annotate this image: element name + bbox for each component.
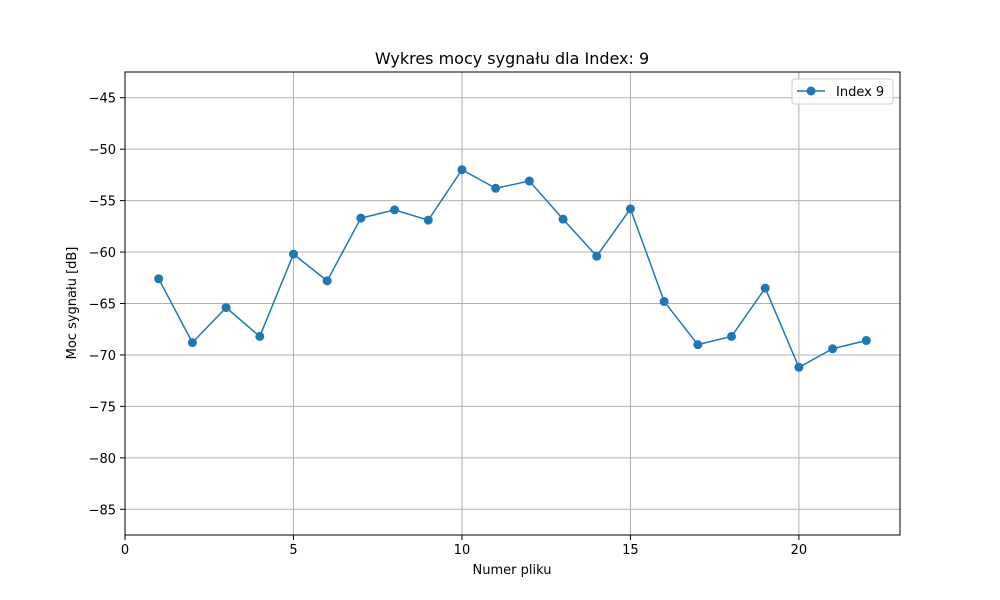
legend: Index 9 bbox=[791, 78, 894, 105]
x-tick-label: 15 bbox=[622, 543, 639, 558]
y-tick-label: −60 bbox=[89, 246, 116, 261]
y-tick-label: −70 bbox=[89, 349, 116, 364]
data-point bbox=[592, 251, 602, 261]
data-point bbox=[457, 165, 467, 175]
data-point bbox=[861, 336, 871, 346]
data-point bbox=[828, 344, 838, 354]
data-point bbox=[356, 213, 366, 223]
grid bbox=[124, 72, 900, 535]
y-tick-label: −80 bbox=[89, 452, 116, 467]
y-tick-label: −50 bbox=[89, 143, 116, 158]
x-tick-label: 0 bbox=[121, 543, 129, 558]
data-point bbox=[255, 331, 265, 341]
x-tick-label: 10 bbox=[454, 543, 471, 558]
data-point bbox=[760, 283, 770, 293]
data-point bbox=[322, 276, 332, 286]
x-axis-label: Numer pliku bbox=[473, 563, 552, 578]
data-point bbox=[221, 303, 231, 313]
data-point bbox=[558, 214, 568, 224]
y-tick-label: −75 bbox=[89, 400, 116, 415]
y-axis-ticks: −85 −80 −75 −70 −65 −60 −55 −50 −45 bbox=[89, 92, 125, 518]
x-tick-label: 20 bbox=[791, 543, 808, 558]
y-tick-label: −85 bbox=[89, 503, 116, 518]
data-point bbox=[423, 215, 433, 225]
data-point bbox=[693, 340, 703, 350]
data-point bbox=[491, 183, 501, 193]
legend-point-marker bbox=[806, 86, 816, 96]
x-tick-label: 5 bbox=[289, 543, 297, 558]
data-point bbox=[659, 296, 669, 306]
series-line bbox=[158, 168, 867, 369]
data-point bbox=[727, 331, 737, 341]
series-layer bbox=[154, 165, 871, 372]
legend-label: Index 9 bbox=[836, 85, 884, 100]
chart-title: Wykres mocy sygnału dla Index: 9 bbox=[375, 49, 649, 68]
data-point bbox=[390, 205, 400, 215]
plot-frame bbox=[124, 71, 901, 536]
data-point bbox=[524, 176, 534, 186]
y-tick-label: −45 bbox=[89, 92, 116, 107]
x-axis-ticks: 0 5 10 15 20 bbox=[121, 535, 807, 558]
data-point bbox=[187, 338, 197, 348]
data-point bbox=[288, 249, 298, 259]
data-point bbox=[625, 204, 635, 214]
data-point bbox=[154, 274, 164, 284]
y-tick-label: −65 bbox=[89, 298, 116, 313]
data-point bbox=[794, 362, 804, 372]
legend-box bbox=[791, 78, 894, 105]
y-axis-label: Moc sygnału [dB] bbox=[65, 247, 80, 360]
y-tick-label: −55 bbox=[89, 195, 116, 210]
